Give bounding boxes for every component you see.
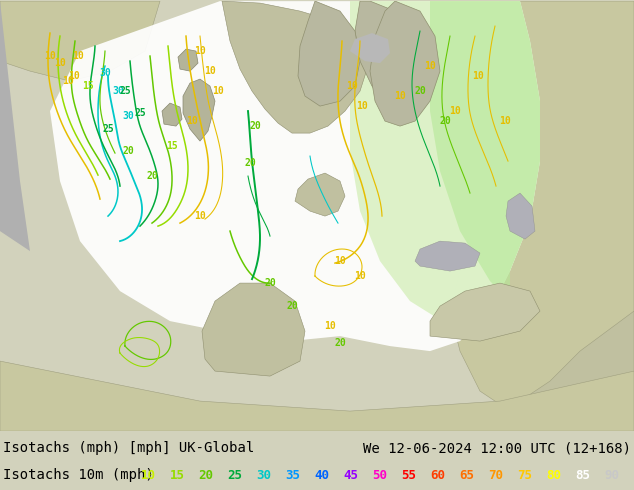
- Text: 50: 50: [373, 468, 387, 482]
- Text: 10: 10: [68, 71, 80, 81]
- Text: 90: 90: [604, 468, 619, 482]
- Polygon shape: [162, 103, 182, 126]
- Text: 10: 10: [394, 91, 406, 101]
- Text: 10: 10: [354, 271, 366, 281]
- Polygon shape: [370, 1, 440, 126]
- Polygon shape: [500, 311, 634, 431]
- Text: 25: 25: [102, 124, 114, 134]
- Polygon shape: [430, 283, 540, 341]
- Text: 10: 10: [72, 51, 84, 61]
- Polygon shape: [355, 1, 425, 101]
- Polygon shape: [295, 173, 345, 216]
- Text: 80: 80: [547, 468, 562, 482]
- Text: 10: 10: [472, 71, 484, 81]
- Polygon shape: [0, 1, 30, 251]
- Text: 10: 10: [54, 58, 66, 68]
- Polygon shape: [240, 1, 420, 76]
- Polygon shape: [50, 1, 540, 351]
- Polygon shape: [178, 49, 198, 71]
- Text: 40: 40: [314, 468, 330, 482]
- Text: 10: 10: [499, 116, 511, 126]
- Polygon shape: [450, 1, 634, 431]
- Polygon shape: [0, 361, 634, 431]
- Text: 10: 10: [62, 76, 74, 86]
- Text: 20: 20: [414, 86, 426, 96]
- Text: 15: 15: [169, 468, 184, 482]
- Text: 65: 65: [460, 468, 474, 482]
- Text: 20: 20: [122, 146, 134, 156]
- Polygon shape: [430, 1, 540, 301]
- Text: 30: 30: [112, 86, 124, 96]
- Polygon shape: [202, 283, 305, 376]
- Text: 10: 10: [141, 468, 155, 482]
- Text: 30: 30: [99, 68, 111, 78]
- Text: 75: 75: [517, 468, 533, 482]
- Text: 20: 20: [244, 158, 256, 168]
- Text: 25: 25: [119, 86, 131, 96]
- Text: 25: 25: [134, 108, 146, 118]
- Polygon shape: [183, 79, 215, 141]
- Text: 10: 10: [449, 106, 461, 116]
- Text: 45: 45: [344, 468, 358, 482]
- Text: 30: 30: [122, 111, 134, 121]
- Text: 20: 20: [439, 116, 451, 126]
- Polygon shape: [222, 1, 368, 133]
- Text: 15: 15: [166, 141, 178, 151]
- Text: 30: 30: [257, 468, 271, 482]
- Text: 10: 10: [334, 256, 346, 266]
- Text: 10: 10: [356, 101, 368, 111]
- Polygon shape: [350, 1, 540, 326]
- Text: 20: 20: [286, 301, 298, 311]
- Text: 55: 55: [401, 468, 417, 482]
- Text: 15: 15: [82, 81, 94, 91]
- Text: 20: 20: [198, 468, 214, 482]
- Text: 10: 10: [194, 211, 206, 221]
- Text: 10: 10: [424, 61, 436, 71]
- Text: 10: 10: [194, 46, 206, 56]
- Polygon shape: [506, 193, 535, 239]
- Polygon shape: [350, 33, 390, 63]
- Text: 10: 10: [44, 51, 56, 61]
- Polygon shape: [0, 1, 160, 81]
- Text: 25: 25: [228, 468, 242, 482]
- Text: 10: 10: [186, 116, 198, 126]
- Text: 10: 10: [212, 86, 224, 96]
- Text: 70: 70: [489, 468, 503, 482]
- Text: 10: 10: [324, 321, 336, 331]
- Polygon shape: [298, 1, 360, 106]
- Text: 85: 85: [576, 468, 590, 482]
- Text: Isotachs 10m (mph): Isotachs 10m (mph): [3, 468, 154, 482]
- Text: 60: 60: [430, 468, 446, 482]
- Text: 20: 20: [146, 171, 158, 181]
- Text: Isotachs (mph) [mph] UK-Global: Isotachs (mph) [mph] UK-Global: [3, 441, 254, 455]
- Text: 10: 10: [204, 66, 216, 76]
- Text: 20: 20: [264, 278, 276, 288]
- Text: 20: 20: [249, 121, 261, 131]
- Polygon shape: [415, 241, 480, 271]
- Text: 10: 10: [346, 81, 358, 91]
- Text: 35: 35: [285, 468, 301, 482]
- Text: 20: 20: [334, 338, 346, 348]
- Text: We 12-06-2024 12:00 UTC (12+168): We 12-06-2024 12:00 UTC (12+168): [363, 441, 631, 455]
